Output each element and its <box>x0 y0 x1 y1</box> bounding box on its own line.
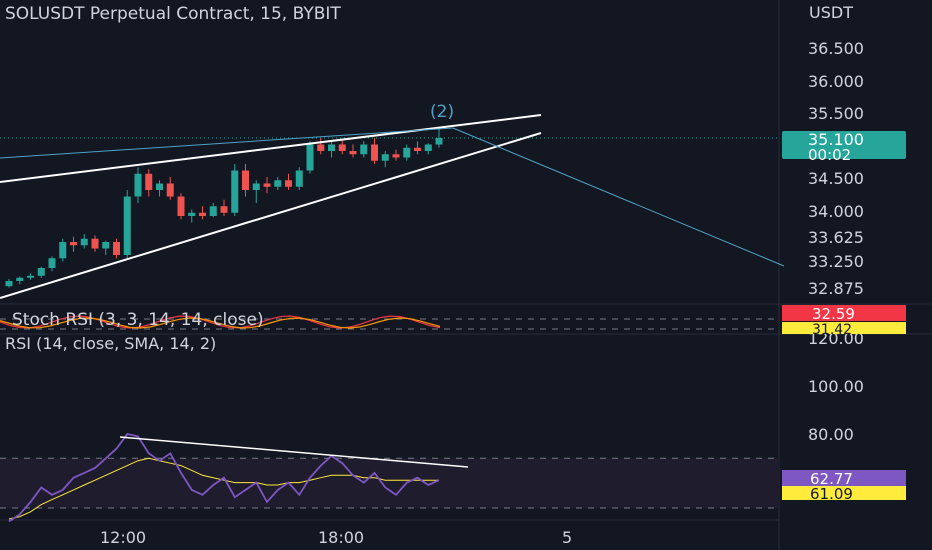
candle-body <box>220 206 228 213</box>
candle-body <box>392 154 400 158</box>
stoch-k-value: 32.59 <box>812 305 855 323</box>
candle-body <box>209 206 217 216</box>
price-tick-label: 34.000 <box>808 202 864 221</box>
candle-body <box>381 154 389 161</box>
candle-body <box>435 138 443 145</box>
rsi-value-badge <box>782 470 906 486</box>
candle-body <box>295 170 303 187</box>
time-tick-label: 5 <box>562 528 572 547</box>
countdown: 00:02 <box>808 146 851 164</box>
candle-body <box>166 183 174 197</box>
candle-body <box>59 242 67 259</box>
chart-title: SOLUSDT Perpetual Contract, 15, BYBIT <box>5 4 341 24</box>
rsi-ma-value: 61.09 <box>810 485 853 503</box>
price-tick-label: 34.500 <box>808 169 864 188</box>
candle-body <box>252 183 260 190</box>
candle-body <box>285 180 292 187</box>
candle-body <box>360 144 368 155</box>
upper-trendline <box>0 114 542 183</box>
candle-body <box>80 238 88 246</box>
candle-body <box>274 180 282 187</box>
candle-body <box>102 242 110 249</box>
price-tick-label: 36.500 <box>808 39 864 58</box>
candle-body <box>91 238 99 249</box>
rsi-title[interactable]: RSI (14, close, SMA, 14, 2) <box>5 334 216 353</box>
candle-body <box>27 275 34 278</box>
candle-body <box>16 277 24 281</box>
candle-body <box>349 151 357 155</box>
rsi-tick-label: 80.00 <box>808 425 854 444</box>
drawings <box>0 114 785 299</box>
candle-body <box>177 196 185 216</box>
candle-body <box>188 212 196 216</box>
stoch-d-line <box>0 317 441 329</box>
stoch-rsi-pane <box>0 315 779 330</box>
candle-body <box>403 147 411 158</box>
candle-body <box>5 281 13 287</box>
current-price: 35.100 <box>808 130 864 149</box>
wave-label: (2) <box>430 102 454 122</box>
candles <box>5 128 443 288</box>
projection-line <box>452 127 785 267</box>
candle-body <box>306 144 314 171</box>
candle-body <box>231 170 239 213</box>
candle-body <box>199 212 206 216</box>
candle-body <box>48 258 56 268</box>
candle-body <box>134 173 142 197</box>
rsi-pane <box>0 432 779 523</box>
currency-label: USDT <box>809 3 853 22</box>
price-tick-label: 35.500 <box>808 104 864 123</box>
rsi-divergence-line <box>119 436 469 468</box>
rsi-band-fill <box>0 458 779 508</box>
lower-trendline <box>0 132 542 299</box>
stoch-rsi-title[interactable]: Stoch RSI (3, 3, 14, 14, close) <box>12 310 264 330</box>
blue-trendline <box>0 127 454 159</box>
price-tick-label: 33.625 <box>808 228 864 247</box>
candle-body <box>145 173 153 190</box>
candle-body <box>37 268 45 276</box>
rsi-tick-label: 100.00 <box>808 377 864 396</box>
price-tick-label: 32.875 <box>808 279 864 298</box>
rsi-ma-badge <box>782 486 906 500</box>
stoch-k-badge <box>782 305 906 321</box>
candle-body <box>113 242 120 255</box>
rsi-ma-line <box>8 457 439 520</box>
candle-body <box>424 144 432 151</box>
stoch-d-badge <box>782 322 906 334</box>
time-tick-label: 12:00 <box>100 528 146 547</box>
candle-body <box>123 196 131 255</box>
candle-body <box>371 144 378 161</box>
candle-body <box>70 242 77 246</box>
candle-body <box>263 183 271 187</box>
axes: 36.500 36.000 35.500 34.500 34.000 33.625 33.2… <box>100 39 864 547</box>
time-tick-label: 18:00 <box>318 528 364 547</box>
rsi-value: 62.77 <box>810 470 853 488</box>
stoch-d-value: 31.42 <box>812 322 852 338</box>
candle-body <box>328 144 335 151</box>
candle-body <box>317 144 325 151</box>
price-tick-label: 36.000 <box>808 72 864 91</box>
candle-body <box>414 147 421 151</box>
candle-body <box>156 183 163 190</box>
candle-body <box>242 170 249 190</box>
price-tick-label: 33.250 <box>808 252 864 271</box>
rsi-line <box>8 432 440 523</box>
stoch-k-line <box>0 315 441 329</box>
current-price-badge <box>782 131 906 159</box>
candle-body <box>338 144 346 151</box>
